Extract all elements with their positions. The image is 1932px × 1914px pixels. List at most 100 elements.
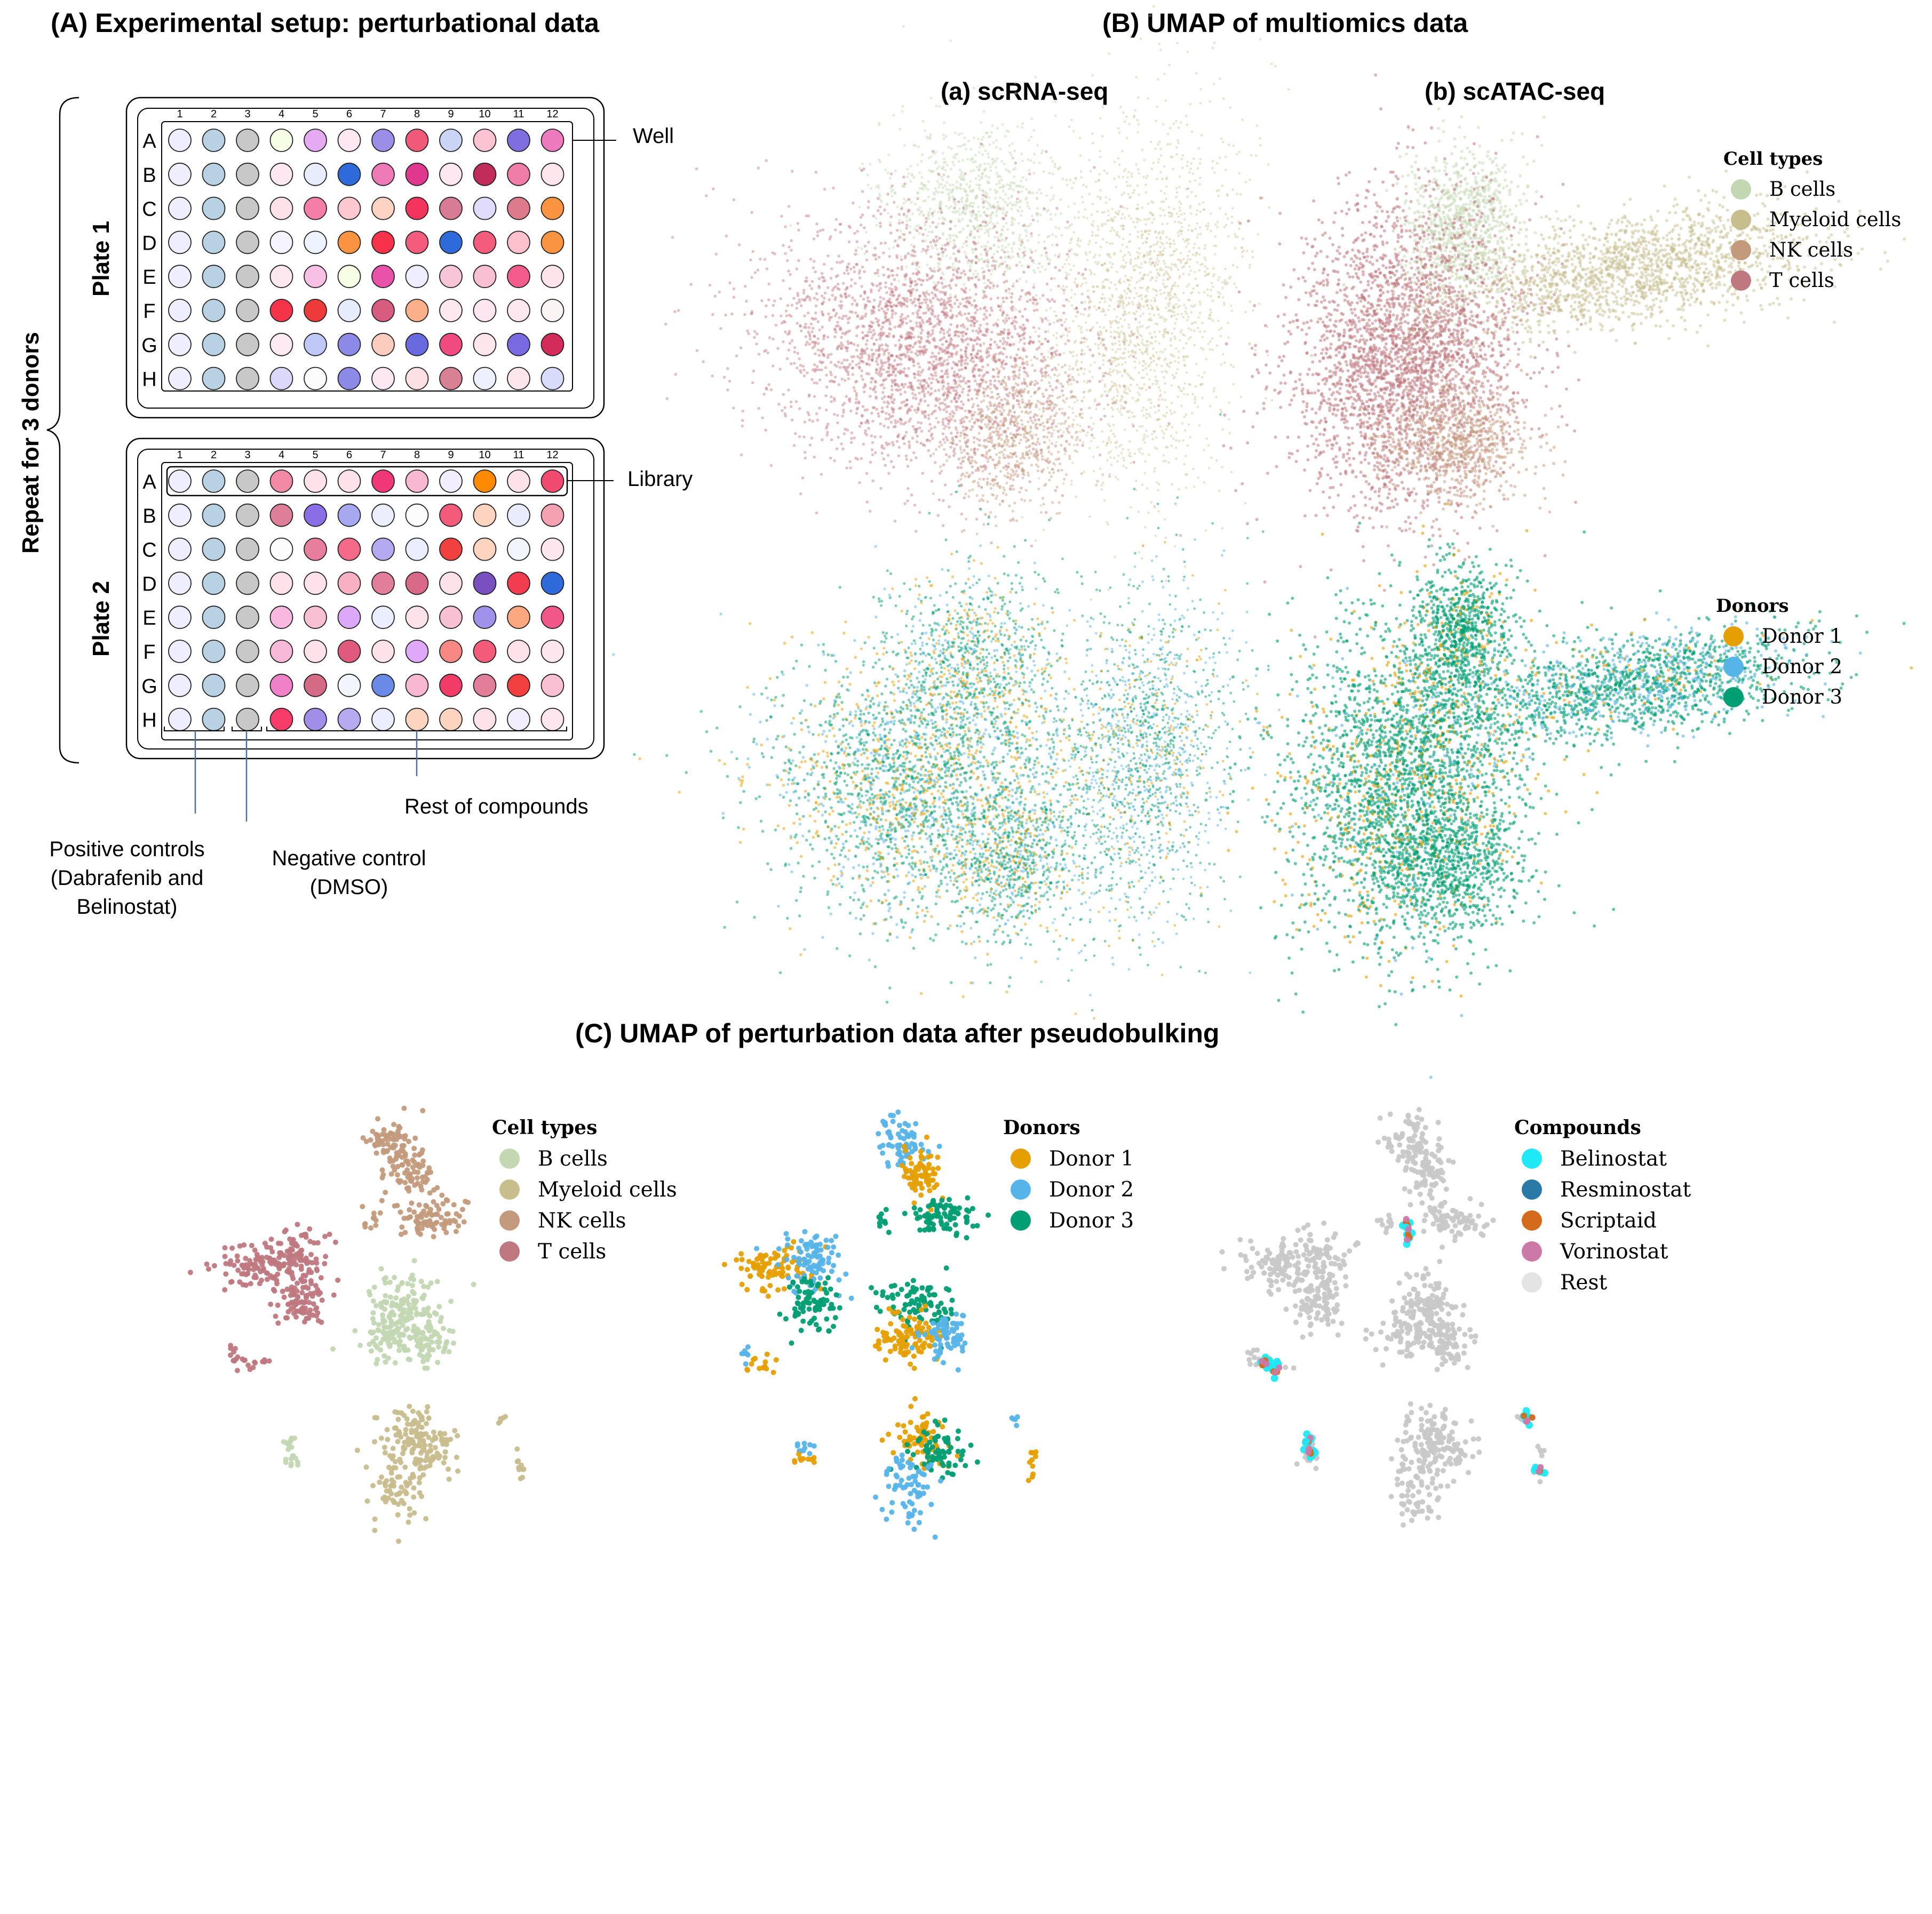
scatter-point (867, 184, 870, 186)
scatter-point (940, 282, 943, 285)
scatter-point (1098, 380, 1101, 383)
scatter-point (894, 326, 897, 329)
scatter-point (1007, 337, 1010, 340)
scatter-point (960, 368, 964, 371)
scatter-point (812, 369, 815, 372)
scatter-point (937, 222, 940, 225)
scatter-point (918, 266, 920, 268)
scatter-point (966, 194, 969, 196)
scatter-point (1030, 117, 1033, 120)
scatter-point (781, 409, 784, 412)
scatter-point (882, 274, 886, 277)
scatter-point (1054, 226, 1057, 229)
scatter-point (905, 458, 908, 461)
scatter-point (1016, 201, 1019, 204)
scatter-point (894, 425, 897, 428)
scatter-point (814, 270, 817, 274)
scatter-point (877, 209, 880, 212)
scatter-point (827, 313, 830, 316)
scatter-point (855, 249, 858, 252)
scatter-point (885, 412, 888, 415)
scatter-point (957, 376, 960, 379)
scatter-point (968, 289, 971, 291)
scatter-point (711, 313, 714, 316)
scatter-point (999, 340, 1002, 343)
scatter-point (974, 248, 977, 251)
scatter-point (816, 419, 820, 422)
scatter-point (864, 307, 867, 310)
scatter-point (896, 267, 900, 270)
scatter-point (901, 336, 904, 339)
scatter-point (857, 246, 860, 249)
scatter-point (829, 371, 832, 374)
scatter-point (983, 168, 986, 171)
scatter-point (941, 310, 944, 314)
scatter-point (922, 188, 925, 190)
scatter-point (674, 373, 677, 376)
scatter-point (987, 182, 989, 185)
scatter-point (881, 391, 885, 394)
scatter-point (1020, 214, 1022, 217)
scatter-point (726, 367, 729, 370)
scatter-point (899, 127, 901, 130)
scatter-point (985, 229, 988, 232)
scatter-point (985, 350, 989, 353)
scatter-point (989, 169, 992, 172)
scatter-point (1008, 331, 1012, 334)
scatter-point (815, 381, 818, 385)
scatter-point (958, 360, 961, 363)
scatter-point (939, 472, 942, 475)
scatter-point (863, 226, 866, 229)
scatter-point (1065, 298, 1068, 301)
scatter-point (943, 314, 946, 317)
scatter-point (879, 435, 882, 438)
scatter-point (930, 392, 933, 395)
scatter-point (782, 340, 785, 344)
scatter-point (1040, 452, 1043, 455)
scatter-point (902, 386, 905, 389)
scatter-point (917, 298, 920, 301)
scatter-point (806, 371, 809, 374)
scatter-point (977, 205, 980, 208)
scatter-point (929, 267, 932, 270)
scatter-point (817, 320, 820, 323)
scatter-point (803, 374, 806, 378)
scatter-point (942, 433, 945, 436)
scatter-point (876, 284, 879, 288)
scatter-point (908, 381, 911, 385)
scatter-point (891, 385, 894, 388)
scatter-point (929, 225, 932, 228)
scatter-point (753, 336, 756, 339)
scatter-point (910, 254, 913, 257)
scatter-point (918, 213, 921, 216)
scatter-point (879, 487, 882, 490)
scatter-point (836, 365, 839, 368)
scatter-point (1008, 144, 1011, 147)
scatter-point (1017, 403, 1021, 406)
scatter-point (997, 375, 1000, 378)
scatter-point (782, 279, 785, 282)
scatter-point (871, 355, 874, 358)
scatter-point (792, 297, 796, 300)
scatter-point (778, 368, 782, 371)
scatter-point (889, 221, 892, 224)
scatter-point (933, 267, 936, 269)
scatter-point (873, 299, 876, 302)
scatter-point (976, 229, 980, 233)
scatter-point (971, 471, 974, 474)
scatter-point (970, 353, 973, 356)
scatter-point (1013, 378, 1016, 381)
scatter-point (882, 321, 886, 324)
scatter-point (957, 335, 960, 338)
scatter-point (953, 302, 957, 305)
scatter-point (1077, 211, 1080, 213)
scatter-point (1021, 289, 1024, 292)
scatter-point (1020, 487, 1023, 490)
scatter-point (779, 297, 782, 300)
scatter-point (918, 426, 921, 429)
scatter-point (884, 169, 887, 171)
scatter-point (770, 464, 773, 467)
scatter-point (997, 305, 1000, 308)
scatter-point (974, 177, 977, 180)
scatter-point (927, 414, 931, 417)
